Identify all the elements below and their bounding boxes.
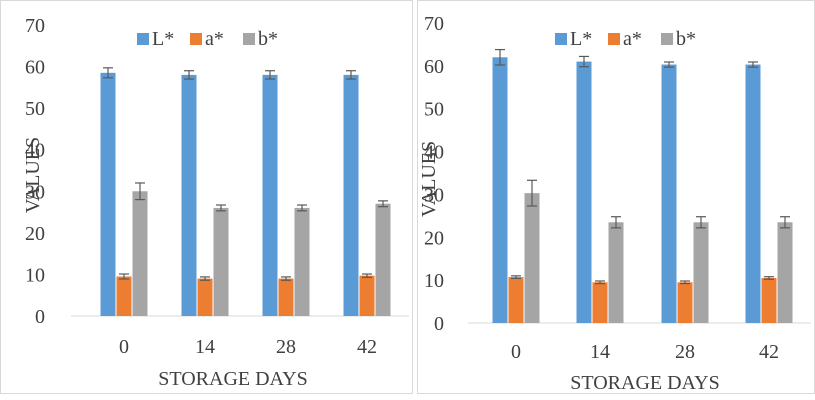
x-axis-title: STORAGE DAYS xyxy=(570,372,719,394)
y-axis-title: VALUES xyxy=(418,141,440,217)
bar-lstar xyxy=(343,74,359,316)
bar-astar xyxy=(197,278,213,316)
bar-lstar xyxy=(100,72,116,316)
legend-label: a* xyxy=(205,28,224,50)
y-tick-label: 10 xyxy=(424,270,444,292)
bar-bstar xyxy=(213,207,229,316)
bar-astar xyxy=(116,276,132,316)
y-tick-label: 60 xyxy=(25,57,45,79)
y-tick-label: 50 xyxy=(424,99,444,121)
legend-swatch xyxy=(608,33,620,45)
legend-swatch xyxy=(137,33,149,45)
bar-bstar xyxy=(524,193,540,323)
legend-swatch xyxy=(243,33,255,45)
y-tick-label: 70 xyxy=(424,13,444,35)
bar-astar xyxy=(761,278,777,323)
y-axis-title: VALUES xyxy=(22,137,44,213)
x-axis-title: STORAGE DAYS xyxy=(158,368,307,390)
bar-astar xyxy=(359,275,375,316)
x-tick-label: 28 xyxy=(675,341,695,363)
bar-lstar xyxy=(262,74,278,316)
x-tick-label: 42 xyxy=(759,341,779,363)
y-tick-label: 30 xyxy=(25,181,45,203)
y-tick-label: 0 xyxy=(35,306,45,328)
chart-left: 0 10 20 30 40 50 60 70 0 14 28 42 STORAGE DAYS VALUES… xyxy=(22,15,409,390)
x-tick-label: 0 xyxy=(511,341,521,363)
bar-bstar xyxy=(693,222,709,323)
legend-swatch xyxy=(661,33,673,45)
y-tick-label: 60 xyxy=(424,56,444,78)
bar-astar xyxy=(592,282,608,323)
y-tick-label: 40 xyxy=(424,142,444,164)
bar-bstar xyxy=(777,222,793,323)
chart-panel-right: 0 10 20 30 40 50 60 70 0 14 28 42 STORAGE DAYS VALUES… xyxy=(417,0,815,394)
bar-lstar xyxy=(576,61,592,323)
legend-label: L* xyxy=(570,28,592,50)
x-tick-label: 0 xyxy=(119,336,129,358)
legend-label: a* xyxy=(623,28,642,50)
legend-swatch xyxy=(190,33,202,45)
bar-astar xyxy=(278,278,294,316)
bar-astar xyxy=(677,282,693,323)
y-tick-label: 50 xyxy=(25,98,45,120)
bar-astar xyxy=(508,277,524,323)
legend-label: L* xyxy=(152,28,174,50)
bar-bstar xyxy=(608,222,624,323)
bar-bstar xyxy=(375,203,391,316)
y-tick-label: 20 xyxy=(25,223,45,245)
chart-panel-left: 0 10 20 30 40 50 60 70 0 14 28 42 STORAGE DAYS VALUES… xyxy=(0,0,413,394)
y-tick-label: 10 xyxy=(25,264,45,286)
y-tick-label: 20 xyxy=(424,227,444,249)
bar-bstar xyxy=(294,207,310,316)
y-tick-label: 30 xyxy=(424,184,444,206)
bar-lstar xyxy=(661,64,677,324)
y-tick-label: 40 xyxy=(25,140,45,162)
legend-label: b* xyxy=(258,28,278,50)
bar-bstar xyxy=(132,191,148,316)
legend-label: b* xyxy=(676,28,696,50)
bar-lstar xyxy=(181,74,197,316)
x-tick-label: 42 xyxy=(357,336,377,358)
x-tick-label: 28 xyxy=(276,336,296,358)
y-tick-label: 70 xyxy=(25,15,45,37)
bar-lstar xyxy=(492,57,508,324)
y-tick-label: 0 xyxy=(434,313,444,335)
chart-right: 0 10 20 30 40 50 60 70 0 14 28 42 STORAGE DAYS VALUES… xyxy=(418,13,811,394)
bar-lstar xyxy=(745,64,761,324)
x-tick-label: 14 xyxy=(590,341,610,363)
x-tick-label: 14 xyxy=(195,336,215,358)
legend-swatch xyxy=(555,33,567,45)
